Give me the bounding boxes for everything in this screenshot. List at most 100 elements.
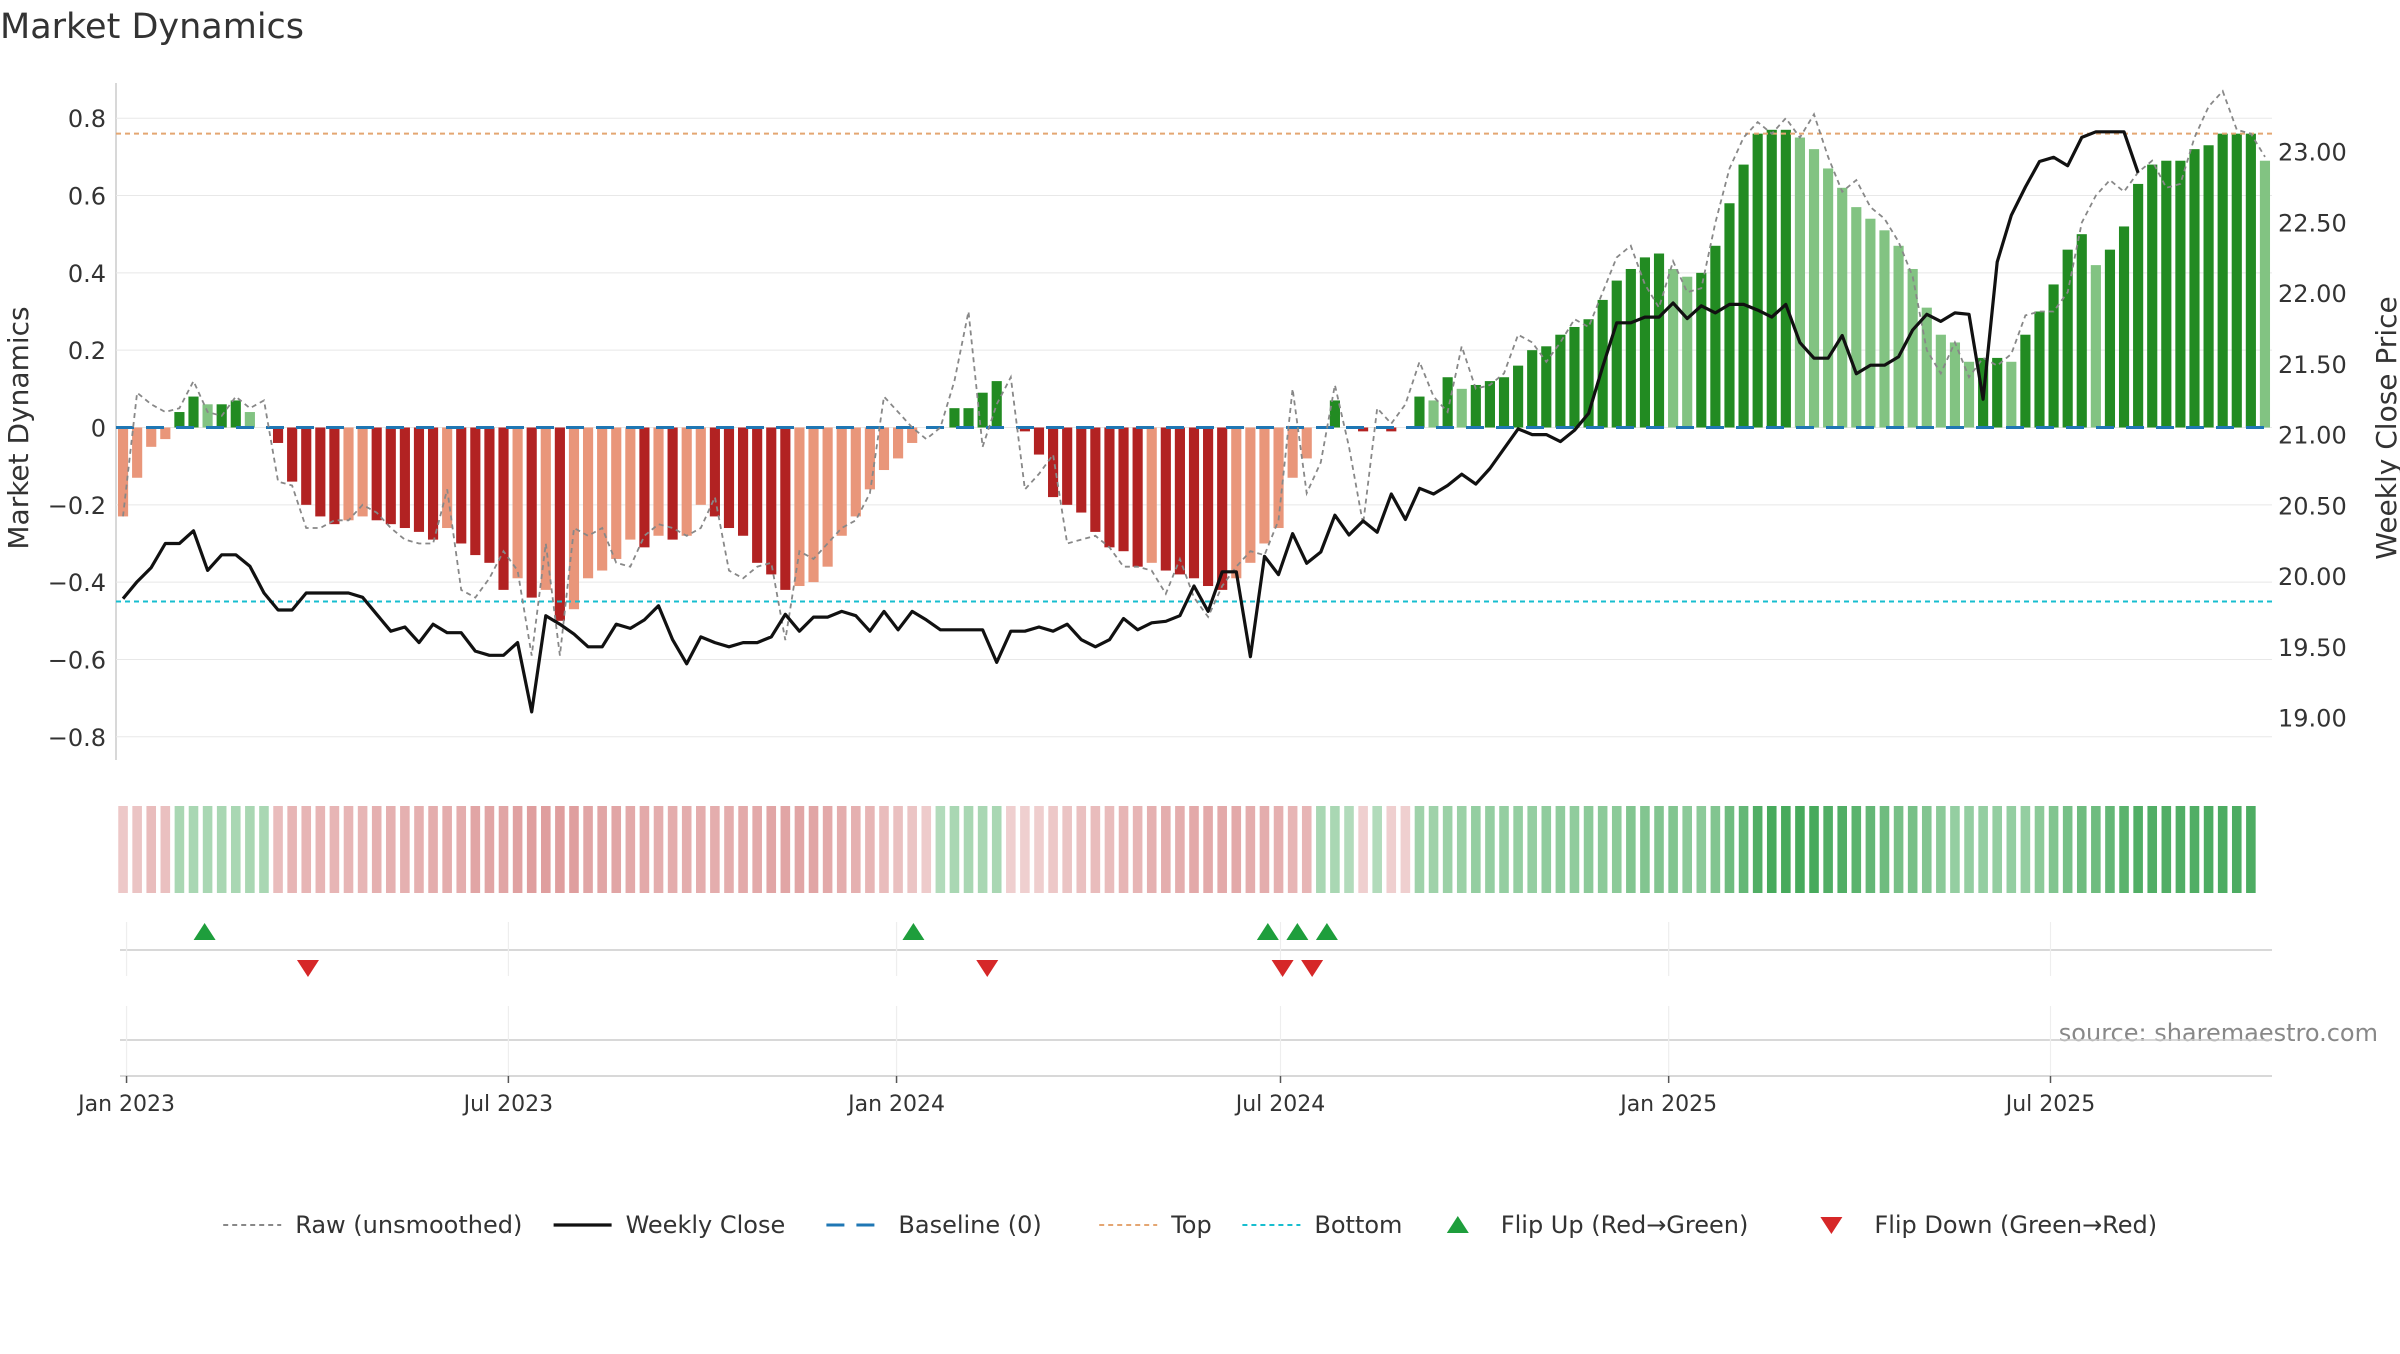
dynamics-bar xyxy=(1217,427,1228,590)
regime-cell xyxy=(470,806,481,893)
dynamics-bar xyxy=(695,427,706,505)
regime-cell xyxy=(555,806,565,893)
dynamics-bar xyxy=(526,427,537,598)
right-tick-label: 21.00 xyxy=(2278,422,2347,450)
dynamics-bar xyxy=(1851,207,1862,428)
regime-cell xyxy=(1865,806,1876,893)
dynamics-bar xyxy=(1470,384,1481,428)
regime-cell xyxy=(540,806,551,893)
dynamics-bar xyxy=(597,427,608,571)
dynamics-bar xyxy=(1752,133,1763,428)
regime-cell xyxy=(2076,806,2087,893)
regime-cell xyxy=(1161,806,1171,893)
dynamics-bar xyxy=(1301,427,1312,459)
dynamics-bar xyxy=(625,427,636,540)
dynamics-bar xyxy=(1865,218,1876,428)
regime-cell xyxy=(1358,806,1368,893)
dynamics-bar xyxy=(2161,160,2172,428)
regime-cell xyxy=(991,806,1002,893)
dynamics-bar xyxy=(991,381,1002,428)
regime-cell xyxy=(301,806,312,893)
regime-cell xyxy=(808,806,819,893)
legend-item: Flip Up (Red→Green) xyxy=(1446,1211,1748,1239)
regime-cell xyxy=(1668,806,1678,893)
right-tick-label: 23.00 xyxy=(2278,139,2347,167)
regime-cell xyxy=(921,806,932,893)
regime-cell xyxy=(343,806,354,893)
dynamics-bar xyxy=(2104,249,2116,428)
regime-cell xyxy=(935,806,946,893)
regime-cell xyxy=(1597,806,1608,893)
left-tick-label: −0.8 xyxy=(48,724,106,752)
dynamics-bar xyxy=(1259,427,1270,544)
dynamics-bar xyxy=(554,427,565,621)
regime-cell xyxy=(949,806,960,893)
regime-cell xyxy=(851,806,861,893)
dynamics-bar xyxy=(315,427,326,517)
regime-cell xyxy=(2161,806,2172,893)
dynamics-bar xyxy=(1710,245,1721,428)
left-tick-label: 0.8 xyxy=(68,105,106,133)
regime-cell xyxy=(1724,806,1735,893)
legend-swatch-flip-down xyxy=(1820,1217,1843,1234)
dynamics-bar xyxy=(1273,427,1284,529)
dynamics-bar xyxy=(2133,183,2144,428)
dynamics-bar xyxy=(1498,377,1510,428)
regime-cell xyxy=(653,806,664,893)
dynamics-bar xyxy=(1428,400,1439,428)
dynamics-bar xyxy=(1174,427,1185,575)
right-tick-label: 20.00 xyxy=(2278,563,2347,591)
dynamics-bar xyxy=(287,427,298,482)
dynamics-bar xyxy=(1146,427,1157,563)
dynamics-bar xyxy=(117,427,129,517)
dynamics-bar xyxy=(1682,276,1693,428)
dynamics-bar xyxy=(667,427,678,540)
x-tick-label: Jul 2024 xyxy=(1234,1092,1326,1117)
regime-cell xyxy=(667,806,678,893)
dynamics-bar xyxy=(540,427,551,590)
dynamics-bar xyxy=(1188,427,1200,579)
dynamics-bar xyxy=(301,427,312,505)
regime-cell xyxy=(681,806,692,893)
dynamics-bar xyxy=(1766,129,1777,428)
regime-cell xyxy=(1330,806,1340,893)
dynamics-bar xyxy=(427,427,439,540)
dynamics-bar xyxy=(357,427,368,517)
dynamics-bar xyxy=(498,427,509,590)
dynamics-bar xyxy=(2231,133,2242,428)
regime-cell xyxy=(1118,806,1129,893)
regime-cell xyxy=(132,806,142,893)
flip-up-marker xyxy=(1315,923,1338,940)
dynamics-bar xyxy=(1639,257,1651,428)
flip-up-marker xyxy=(193,923,216,940)
dynamics-bar xyxy=(1414,396,1425,428)
dynamics-bar xyxy=(2217,133,2228,428)
regime-cell xyxy=(963,806,974,893)
dynamics-bar xyxy=(2203,145,2214,428)
regime-cell xyxy=(428,806,438,893)
regime-cell xyxy=(977,806,988,893)
dynamics-bar xyxy=(568,427,580,610)
dynamics-bar xyxy=(1921,307,1932,428)
dynamics-bar xyxy=(1245,427,1256,563)
regime-cell xyxy=(597,806,607,893)
dynamics-bar xyxy=(1653,253,1665,428)
dynamics-bar xyxy=(1907,268,1918,428)
regime-cell xyxy=(498,806,509,893)
dynamics-bar xyxy=(1780,129,1791,428)
dynamics-bar xyxy=(2189,149,2200,428)
regime-cell xyxy=(1146,806,1157,893)
regime-cell xyxy=(1076,806,1087,893)
dynamics-bar xyxy=(794,427,805,587)
regime-cell xyxy=(2175,806,2186,893)
dynamics-bar xyxy=(1611,280,1622,428)
dynamics-bar xyxy=(512,427,523,579)
regime-cell xyxy=(625,806,636,893)
weekly-close-line xyxy=(121,130,2140,714)
flip-markers xyxy=(120,922,2272,1076)
regime-cell xyxy=(1316,806,1326,893)
dynamics-bar xyxy=(343,427,354,521)
regime-cell xyxy=(2203,806,2214,893)
dynamics-bar xyxy=(2062,249,2073,428)
